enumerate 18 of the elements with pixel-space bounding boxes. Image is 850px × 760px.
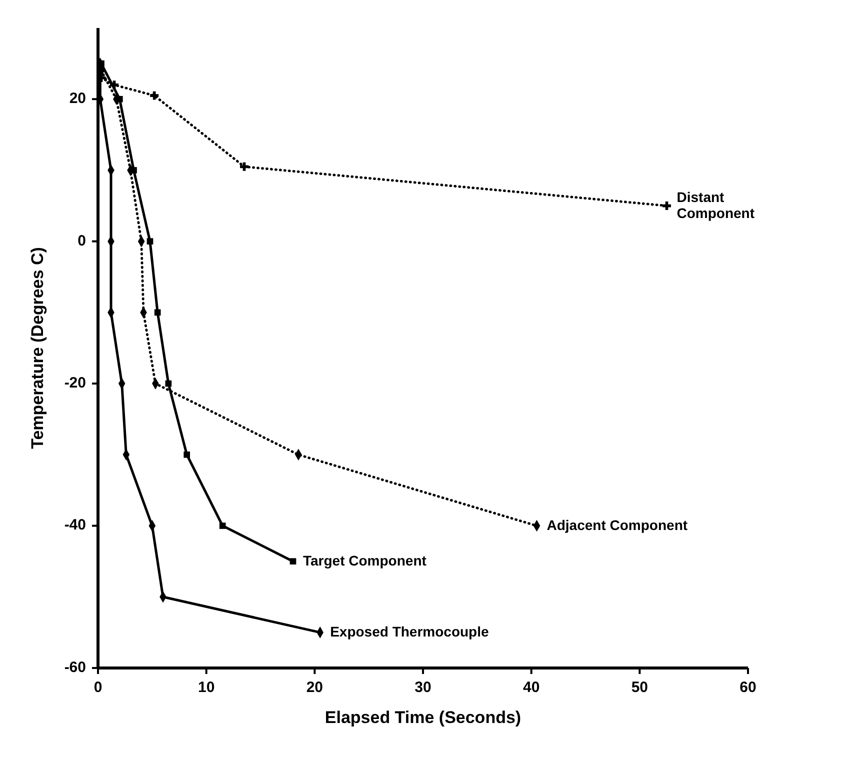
x-tick-label: 50 bbox=[631, 679, 648, 696]
y-tick-label: -40 bbox=[64, 516, 86, 534]
x-tick-label: 60 bbox=[740, 679, 756, 696]
series-label: Adjacent Component bbox=[546, 516, 688, 532]
series-label: Distant Component bbox=[676, 188, 755, 220]
y-tick-label: 0 bbox=[78, 232, 86, 250]
series-label: Target Component bbox=[303, 552, 427, 568]
x-tick-label: 10 bbox=[198, 679, 215, 696]
x-tick-label: 30 bbox=[414, 679, 432, 696]
y-axis-title: Temperature (Degrees C) bbox=[28, 247, 47, 449]
x-tick-label: 20 bbox=[306, 679, 324, 696]
y-tick-label: -20 bbox=[64, 374, 86, 392]
x-tick-label: 40 bbox=[522, 679, 540, 696]
y-tick-label: 20 bbox=[69, 90, 86, 108]
x-tick-label: 0 bbox=[94, 679, 102, 696]
series-label: Exposed Thermocouple bbox=[330, 623, 489, 640]
y-tick-label: -60 bbox=[64, 658, 86, 676]
x-axis-title: Elapsed Time (Seconds) bbox=[324, 708, 522, 727]
